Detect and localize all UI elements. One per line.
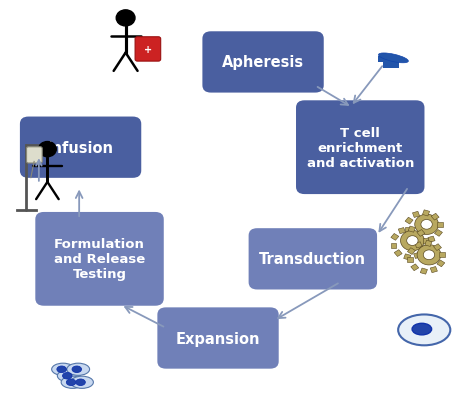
Bar xyxy=(398,228,405,234)
Bar xyxy=(439,253,445,258)
FancyBboxPatch shape xyxy=(296,101,424,195)
Bar xyxy=(408,248,415,255)
Bar xyxy=(405,227,410,232)
Bar xyxy=(434,244,441,251)
FancyBboxPatch shape xyxy=(20,117,141,179)
Bar xyxy=(437,260,445,267)
Bar xyxy=(437,222,443,227)
Bar xyxy=(394,250,402,257)
Ellipse shape xyxy=(61,376,84,388)
Bar xyxy=(411,264,419,271)
Circle shape xyxy=(407,236,418,246)
Ellipse shape xyxy=(379,54,408,64)
Text: Infusion: Infusion xyxy=(47,141,114,155)
Ellipse shape xyxy=(412,324,432,335)
Ellipse shape xyxy=(52,363,74,375)
Bar xyxy=(414,253,421,259)
Bar xyxy=(415,242,422,248)
Bar xyxy=(430,267,438,273)
FancyArrow shape xyxy=(383,58,399,69)
Ellipse shape xyxy=(71,376,93,388)
FancyBboxPatch shape xyxy=(35,213,164,306)
Bar xyxy=(412,212,419,218)
Circle shape xyxy=(421,220,432,230)
FancyArrow shape xyxy=(378,57,385,63)
Circle shape xyxy=(417,245,441,265)
Circle shape xyxy=(116,11,135,27)
FancyBboxPatch shape xyxy=(157,308,279,369)
Ellipse shape xyxy=(67,363,90,375)
Ellipse shape xyxy=(76,379,85,386)
Bar xyxy=(417,230,425,237)
Text: Expansion: Expansion xyxy=(176,331,260,345)
Bar xyxy=(431,214,439,221)
Bar xyxy=(404,254,411,260)
Ellipse shape xyxy=(398,315,450,345)
FancyBboxPatch shape xyxy=(27,147,42,164)
Bar xyxy=(391,234,399,241)
Circle shape xyxy=(38,142,56,157)
Circle shape xyxy=(415,215,438,235)
Bar xyxy=(422,210,429,216)
Bar xyxy=(420,269,428,275)
Bar xyxy=(420,246,428,253)
Ellipse shape xyxy=(72,366,82,373)
Ellipse shape xyxy=(57,366,66,373)
Bar xyxy=(435,230,442,237)
Bar xyxy=(408,226,415,232)
Bar xyxy=(409,234,416,241)
Bar xyxy=(428,237,435,243)
Text: Formulation
and Release
Testing: Formulation and Release Testing xyxy=(54,238,145,281)
Ellipse shape xyxy=(66,379,76,386)
Text: T cell
enrichment
and activation: T cell enrichment and activation xyxy=(307,126,414,169)
Text: Transduction: Transduction xyxy=(259,252,366,266)
FancyBboxPatch shape xyxy=(135,38,161,62)
FancyBboxPatch shape xyxy=(202,32,324,94)
Bar xyxy=(423,239,428,243)
Text: +: + xyxy=(144,45,152,55)
Text: Apheresis: Apheresis xyxy=(222,55,304,70)
Bar xyxy=(418,238,425,244)
Bar xyxy=(405,217,413,224)
Ellipse shape xyxy=(57,370,80,382)
Bar xyxy=(391,243,396,248)
Ellipse shape xyxy=(63,373,72,379)
Bar xyxy=(425,241,432,247)
Bar xyxy=(407,258,413,262)
Circle shape xyxy=(423,250,435,260)
FancyBboxPatch shape xyxy=(248,228,377,290)
Circle shape xyxy=(401,231,424,251)
